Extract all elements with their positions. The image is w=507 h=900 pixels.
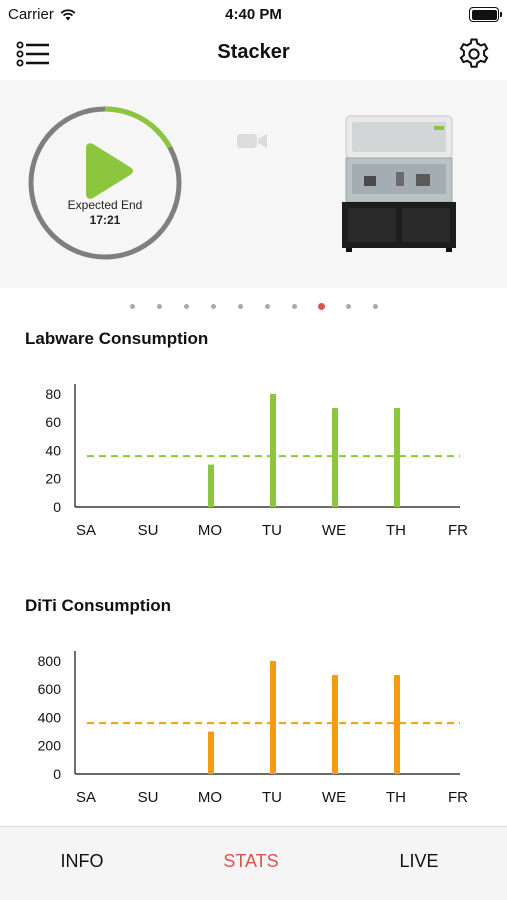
tab-live[interactable]: LIVE	[399, 851, 439, 871]
carrier-label: Carrier	[8, 6, 54, 23]
y-tick-label: 400	[38, 709, 62, 725]
y-tick-label: 800	[38, 653, 62, 669]
x-tick-label: WE	[322, 522, 346, 539]
page-dot[interactable]	[346, 304, 351, 309]
y-tick-label: 40	[45, 442, 61, 458]
bar-we	[332, 675, 338, 774]
page-indicator	[0, 302, 507, 312]
page-title: Stacker	[217, 41, 290, 63]
settings-button[interactable]	[457, 37, 491, 71]
page-dot[interactable]	[211, 304, 216, 309]
x-tick-label: TU	[262, 789, 282, 806]
y-tick-label: 0	[53, 499, 61, 515]
x-tick-label: SA	[76, 522, 96, 539]
gear-icon	[459, 38, 489, 68]
tab-bar: INFO STATS LIVE	[0, 826, 507, 900]
bar-th	[394, 408, 400, 507]
menu-button[interactable]	[16, 39, 52, 69]
page-dot[interactable]	[130, 304, 135, 309]
x-tick-label: TH	[386, 789, 406, 806]
page-dot[interactable]	[184, 304, 189, 309]
carrier-group: Carrier	[8, 6, 76, 23]
x-tick-label: MO	[198, 522, 222, 539]
progress-ring	[28, 106, 182, 260]
battery-icon	[469, 7, 502, 22]
y-tick-label: 0	[53, 766, 61, 782]
x-tick-label: FR	[448, 522, 468, 539]
bar-we	[332, 408, 338, 507]
x-tick-label: SU	[138, 522, 159, 539]
list-icon	[16, 41, 49, 67]
expected-end-time: 17:21	[89, 213, 121, 227]
nav-bar: Stacker	[0, 28, 507, 80]
status-bar: Carrier 4:40 PM	[0, 0, 507, 28]
run-status-panel: Expected End 17:21	[0, 80, 507, 288]
y-tick-label: 200	[38, 738, 62, 754]
expected-end-label: Expected End	[67, 198, 143, 212]
bar-tu	[270, 660, 276, 774]
page-dot[interactable]	[157, 304, 162, 309]
page-dot[interactable]	[373, 304, 378, 309]
x-tick-label: SU	[138, 789, 159, 806]
y-tick-label: 20	[45, 471, 61, 487]
y-tick-label: 80	[45, 386, 61, 402]
play-button[interactable]	[80, 142, 134, 200]
tab-stats[interactable]: STATS	[223, 851, 279, 871]
bar-th	[394, 675, 400, 774]
instrument-image	[342, 115, 456, 252]
bar-mo	[208, 731, 214, 774]
diti-consumption-chart: 0 200 400 600 800 SA SU MO TU WE TH FR	[38, 651, 468, 806]
bar-mo	[208, 464, 214, 507]
x-tick-label: FR	[448, 789, 468, 806]
diti-section-title: DiTi Consumption	[25, 596, 172, 615]
page-dot-active[interactable]	[318, 303, 325, 310]
video-camera-icon[interactable]	[236, 131, 268, 151]
x-tick-label: WE	[322, 789, 346, 806]
x-tick-label: MO	[198, 789, 222, 806]
labware-consumption-chart: 0 20 40 60 80 SA SU MO TU WE TH FR	[45, 384, 468, 539]
status-time: 4:40 PM	[225, 6, 282, 23]
bar-tu	[270, 393, 276, 507]
tab-info[interactable]: INFO	[60, 851, 104, 871]
wifi-icon	[60, 8, 76, 20]
page-dot[interactable]	[265, 304, 270, 309]
x-tick-label: SA	[76, 789, 96, 806]
y-tick-label: 600	[38, 681, 62, 697]
page-dot[interactable]	[238, 304, 243, 309]
x-tick-label: TH	[386, 522, 406, 539]
labware-section-title: Labware Consumption	[25, 329, 209, 348]
x-tick-label: TU	[262, 522, 282, 539]
y-tick-label: 60	[45, 414, 61, 430]
page-dot[interactable]	[292, 304, 297, 309]
